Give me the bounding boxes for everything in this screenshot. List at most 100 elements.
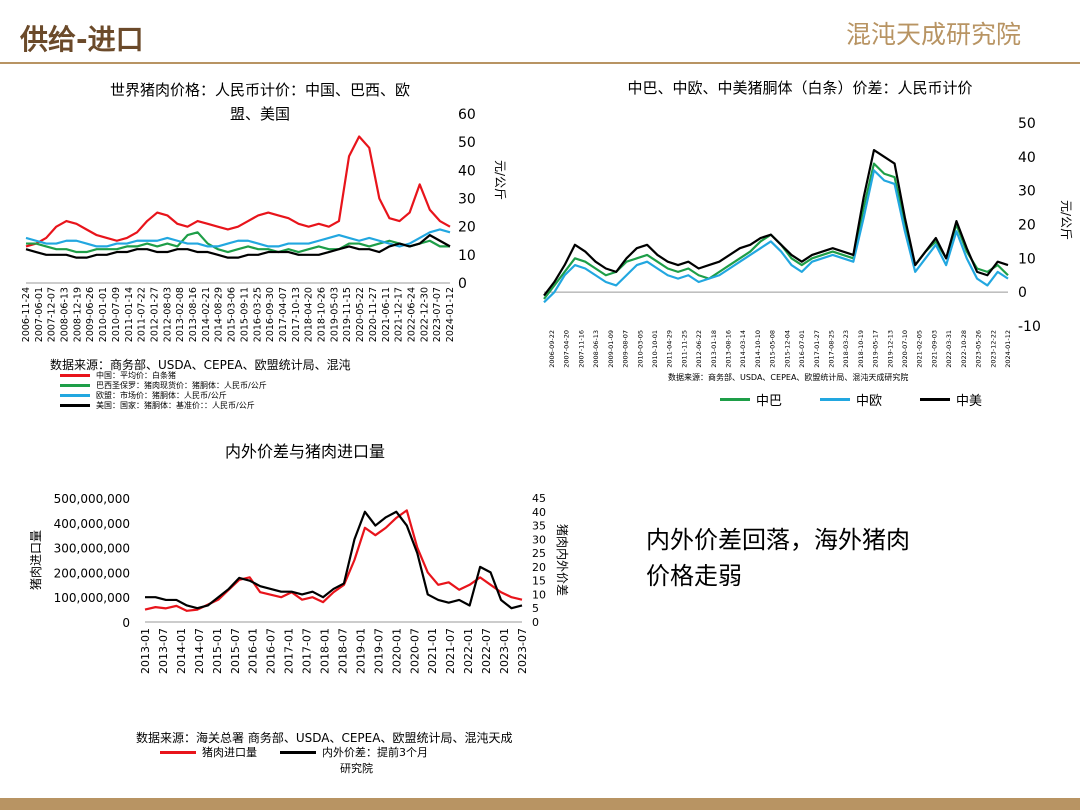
x-tick-label: 2019-07 (372, 628, 385, 674)
series-line (145, 510, 523, 610)
x-tick-label: 2017-08-25 (827, 330, 835, 368)
x-tick-label: 2020-07-10 (901, 330, 909, 368)
x-tick-label: 2014-08-29 (214, 287, 225, 342)
chart1-legend: 中国：平均价：白条猪 巴西圣保罗：猪肉现货价：猪胴体：人民币/公斤 欧盟：市场价：猪… (60, 370, 480, 410)
y-right-tick-label: 25 (532, 547, 546, 560)
legend-item: 内外价差：提前3个月 (280, 744, 428, 760)
x-tick-label: 2013-07 (157, 628, 170, 674)
x-tick-label: 2014-03-14 (739, 330, 747, 368)
x-tick-label: 2015-09-11 (239, 287, 250, 342)
series-line (144, 509, 523, 612)
chart1-title-line2: 盟、美国 (229, 105, 290, 123)
y-tick-label: 60 (458, 107, 476, 123)
x-tick-label: 2015-01 (211, 628, 224, 674)
side-note-line2: 价格走弱 (646, 562, 742, 590)
x-tick-label: 2009-08-07 (622, 330, 630, 368)
x-tick-label: 2007-11-16 (577, 330, 585, 368)
x-tick-label: 2018-03-23 (842, 330, 850, 368)
x-tick-label: 2020-07 (408, 628, 421, 674)
y-axis-label: 元/公斤 (1059, 200, 1073, 240)
y-right-tick-label: 0 (532, 616, 539, 629)
x-tick-label: 2010-03-05 (636, 330, 644, 368)
x-tick-label: 2018-04-20 (304, 287, 315, 342)
x-tick-label: 2020-01 (390, 628, 403, 674)
legend-swatch (280, 750, 316, 754)
x-tick-label: 2017-04-07 (278, 287, 289, 342)
y-right-tick-label: 45 (532, 492, 546, 505)
legend-swatch (160, 750, 196, 754)
legend-swatch (60, 374, 90, 377)
logo-text: 混沌天成研究院 (846, 20, 1021, 49)
x-tick-label: 2018-01 (319, 628, 332, 674)
y-right-tick-label: 10 (532, 588, 546, 601)
x-tick-label: 2019-05-17 (872, 330, 880, 368)
x-tick-label: 2024-01-12 (445, 287, 456, 342)
x-tick-label: 2017-07 (301, 628, 314, 674)
y-tick-label: 0 (458, 276, 467, 292)
x-tick-label: 2023-01 (498, 628, 511, 674)
x-tick-label: 2021-12-17 (394, 287, 405, 342)
y-left-tick-label: 300,000,000 (54, 542, 130, 556)
x-tick-label: 2016-03-25 (252, 287, 263, 342)
logo: 混沌天成研究院 (846, 20, 1021, 49)
side-note-line1: 内外价差回落，海外猪肉 (646, 526, 910, 554)
x-tick-label: 2012-08-03 (162, 287, 173, 342)
legend-label: 美国：国家：猪胴体：基准价：：人民币/公斤 (96, 401, 255, 410)
x-tick-label: 2013-08-16 (725, 330, 733, 368)
chart2-source: 数据来源：商务部、USDA、CEPEA、欧盟统计局、混沌天成研究院 (668, 373, 909, 382)
footer-band (0, 798, 1080, 810)
y-left-tick-label: 0 (122, 616, 130, 630)
legend-label: 中美 (956, 394, 983, 409)
x-tick-label: 2017-10-13 (291, 287, 302, 342)
x-tick-label: 2021-02-05 (916, 330, 924, 368)
legend-item: 欧盟：市场价：猪胴体：人民币/公斤 (60, 390, 227, 401)
series-line (543, 162, 1009, 300)
legend-item: 中国：平均价：白条猪 (60, 370, 176, 381)
chart3-source-line2: 研究院 (340, 762, 373, 775)
chart1-title: 世界猪肉价格：人民币计价：中国、巴西、欧 盟、美国 (40, 78, 480, 126)
y-tick-label: 20 (458, 220, 476, 236)
legend-label: 猪肉进口量 (202, 746, 257, 759)
x-tick-label: 2021-01 (426, 628, 439, 674)
x-tick-label: 2023-07-07 (432, 287, 443, 342)
x-tick-label: 2022-01 (462, 628, 475, 674)
x-tick-label: 2019-05-03 (329, 287, 340, 342)
series-line (25, 234, 451, 259)
x-tick-label: 2014-01 (175, 628, 188, 674)
x-tick-label: 2021-09-03 (930, 330, 938, 368)
x-tick-label: 2016-07 (265, 628, 278, 674)
x-tick-label: 2015-07 (229, 628, 242, 674)
legend-swatch (60, 384, 90, 387)
y-left-axis-label: 猪肉进口量 (29, 530, 43, 590)
x-tick-label: 2014-02-21 (201, 287, 212, 342)
y-tick-label: 30 (1018, 184, 1036, 200)
x-tick-label: 2014-07 (193, 628, 206, 674)
y-axis-label: 元/公斤 (493, 160, 507, 200)
x-tick-label: 2015-12-04 (783, 330, 791, 368)
legend-swatch (820, 398, 850, 401)
x-tick-label: 2007-06-01 (34, 287, 45, 342)
legend-swatch (720, 398, 750, 401)
y-tick-label: 0 (1018, 285, 1027, 301)
legend-label: 巴西圣保罗：猪肉现货价：猪胴体：人民币/公斤 (96, 381, 267, 390)
x-tick-label: 2006-11-24 (21, 287, 32, 342)
x-tick-label: 2013-08-16 (188, 287, 199, 342)
chart2-legend: 中巴 中欧 中美 (720, 386, 1020, 409)
y-right-tick-label: 20 (532, 561, 546, 574)
y-right-tick-label: 40 (532, 506, 546, 519)
x-tick-label: 2015-03-06 (227, 287, 238, 342)
x-tick-label: 2019-12-13 (886, 330, 894, 368)
y-tick-label: 40 (458, 163, 476, 179)
x-tick-label: 2012-01-27 (149, 287, 160, 342)
chart3-title: 内外价差与猪肉进口量 (224, 442, 385, 461)
x-tick-label: 2011-07-22 (137, 287, 148, 342)
x-tick-label: 2019-01 (354, 628, 367, 674)
x-tick-label: 2016-01 (247, 628, 260, 674)
y-tick-label: 10 (1018, 251, 1036, 267)
y-left-tick-label: 200,000,000 (54, 566, 130, 580)
y-tick-label: 50 (1018, 116, 1036, 132)
x-tick-label: 2011-01-14 (124, 287, 135, 342)
y-left-tick-label: 500,000,000 (54, 492, 130, 506)
y-tick-label: 10 (458, 248, 476, 264)
x-tick-label: 2022-12-30 (419, 287, 430, 342)
